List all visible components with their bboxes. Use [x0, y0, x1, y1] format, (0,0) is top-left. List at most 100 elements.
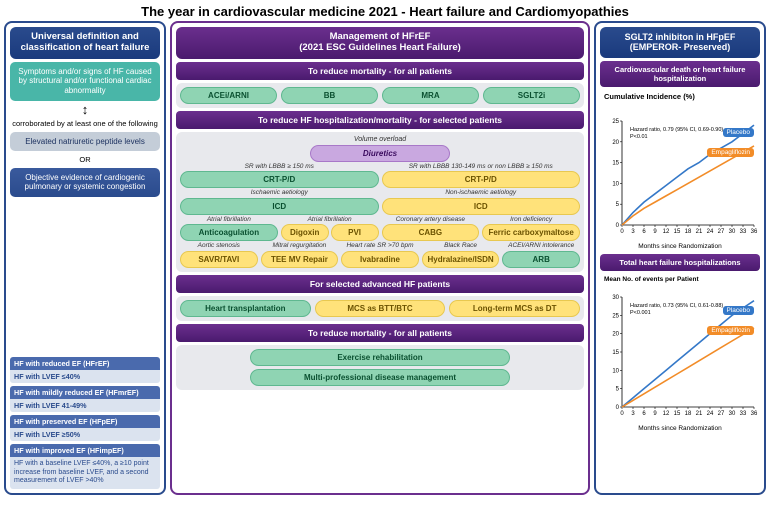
pill: Exercise rehabilitation	[250, 349, 510, 366]
svg-text:36: 36	[751, 411, 758, 417]
svg-text:0: 0	[616, 405, 620, 411]
cell: Heart rate SR >70 bpmIvabradine	[341, 243, 419, 268]
cell: Aortic stenosisSAVR/TAVI	[180, 243, 258, 268]
sec4-title: To reduce mortality - for all patients	[176, 324, 584, 342]
symptoms-box: Symptoms and/or signs of HF caused by st…	[10, 62, 160, 101]
svg-text:20: 20	[612, 139, 619, 145]
icd-right: ICD	[382, 198, 581, 215]
pill-SGLT2i: SGLT2i	[483, 87, 580, 104]
svg-text:0: 0	[620, 229, 624, 235]
svg-text:27: 27	[718, 229, 725, 235]
col-management: Management of HFrEF(2021 ESC Guidelines …	[170, 21, 590, 495]
pill: Long-term MCS as DT	[449, 300, 580, 317]
columns: Universal definition and classification …	[0, 21, 770, 499]
svg-text:Hazard ratio, 0.73 (95% CI, 0.: Hazard ratio, 0.73 (95% CI, 0.61-0.88)	[630, 303, 723, 309]
svg-text:10: 10	[612, 368, 619, 374]
svg-text:27: 27	[718, 411, 725, 417]
page-title: The year in cardiovascular medicine 2021…	[0, 0, 770, 21]
sec1-title: To reduce mortality - for all patients	[176, 62, 584, 80]
cell: ACEI/ARNI intoleranceARB	[502, 243, 580, 268]
crt-right: CRT-P/D	[382, 171, 581, 188]
icd-left: ICD	[180, 198, 379, 215]
corroborated-text: corroborated by at least one of the foll…	[10, 118, 160, 129]
pill-MRA: MRA	[382, 87, 479, 104]
svg-text:30: 30	[729, 411, 736, 417]
svg-text:36: 36	[751, 229, 758, 235]
sec3-pills: Heart transplantationMCS as BTT/BTCLong-…	[180, 300, 580, 317]
cell: Atrial fibrillationDigoxinPVI	[281, 217, 379, 242]
svg-text:P<0.001: P<0.001	[630, 310, 651, 316]
sec2-title: To reduce HF hospitalization/mortality -…	[176, 111, 584, 129]
svg-text:15: 15	[674, 229, 681, 235]
svg-text:0: 0	[620, 411, 624, 417]
chart1: Cumulative Incidence (%)0510152025036912…	[600, 90, 760, 251]
svg-text:P<0.01: P<0.01	[630, 134, 648, 140]
crt-left: CRT-P/D	[180, 171, 379, 188]
svg-text:12: 12	[663, 229, 670, 235]
chart2: Mean No. of events per Patient0510152025…	[600, 274, 760, 433]
class-2: HF with preserved EF (HFpEF)HF with LVEF…	[10, 415, 160, 441]
svg-text:33: 33	[740, 411, 747, 417]
svg-text:24: 24	[707, 229, 714, 235]
svg-text:5: 5	[616, 386, 620, 392]
pill-BB: BB	[281, 87, 378, 104]
class-3: HF with improved EF (HFimpEF)HF with a b…	[10, 444, 160, 489]
svg-text:30: 30	[729, 229, 736, 235]
svg-text:25: 25	[612, 119, 619, 125]
cell: Mitral regurgitationTEE MV Repair	[261, 243, 339, 268]
pill: Multi-professional disease management	[250, 369, 510, 386]
svg-text:6: 6	[642, 411, 646, 417]
classification-list: HF with reduced EF (HFrEF)HF with LVEF ≤…	[10, 354, 160, 489]
diuretics-pill: Diuretics	[310, 145, 450, 162]
pill: Heart transplantation	[180, 300, 311, 317]
svg-text:24: 24	[707, 411, 714, 417]
svg-text:Months since Randomization: Months since Randomization	[638, 425, 722, 432]
svg-text:9: 9	[653, 411, 657, 417]
lbbb-left: SR with LBBB ≥ 150 ms	[180, 164, 379, 171]
peptide-box: Elevated natriuretic peptide levels	[10, 132, 160, 151]
lbbb-right: SR with LBBB 130-149 ms or non LBBB ≥ 15…	[382, 164, 581, 171]
pill: MCS as BTT/BTC	[315, 300, 446, 317]
class-1: HF with mildly reduced EF (HFmrEF)HF wit…	[10, 386, 160, 412]
svg-text:Months since Randomization: Months since Randomization	[638, 243, 722, 250]
col-definition: Universal definition and classification …	[4, 21, 166, 495]
svg-text:33: 33	[740, 229, 747, 235]
isch: Ischaemic aetiology	[180, 190, 379, 197]
cell: Atrial fibrillationAnticoagulation	[180, 217, 278, 242]
sec2-row5: Aortic stenosisSAVR/TAVIMitral regurgita…	[180, 243, 580, 268]
svg-text:18: 18	[685, 411, 692, 417]
svg-text:21: 21	[696, 229, 703, 235]
svg-text:3: 3	[631, 229, 635, 235]
volume-label: Volume overload	[180, 136, 580, 143]
sec3-title: For selected advanced HF patients	[176, 275, 584, 293]
col1-header: Universal definition and classification …	[10, 27, 160, 59]
chart2-title: Total heart failure hospitalizations	[600, 254, 760, 271]
svg-text:6: 6	[642, 229, 646, 235]
svg-text:9: 9	[653, 229, 657, 235]
col-sglt2: SGLT2 inhibiton in HFpEF (EMPEROR- Prese…	[594, 21, 766, 495]
svg-text:15: 15	[612, 160, 619, 166]
svg-text:12: 12	[663, 411, 670, 417]
svg-text:3: 3	[631, 411, 635, 417]
sec4-pills: Exercise rehabilitation Multi-professiona…	[176, 345, 584, 390]
cell: Coronary artery diseaseCABG	[382, 217, 480, 242]
svg-text:15: 15	[612, 350, 619, 356]
svg-text:30: 30	[612, 295, 619, 301]
svg-text:0: 0	[616, 223, 620, 229]
svg-text:20: 20	[612, 331, 619, 337]
svg-text:10: 10	[612, 181, 619, 187]
nonisch: Non-ischaemic aetiology	[382, 190, 581, 197]
sec2-row4: Atrial fibrillationAnticoagulationAtrial…	[180, 217, 580, 242]
arrow-updown: ↕	[10, 103, 160, 116]
cell: Iron deficiencyFerric carboxymaltose	[482, 217, 580, 242]
sec1-pills: ACEi/ARNIBBMRASGLT2i	[180, 87, 580, 104]
evidence-box: Objective evidence of cardiogenic pulmon…	[10, 168, 160, 197]
col3-header: SGLT2 inhibiton in HFpEF (EMPEROR- Prese…	[600, 27, 760, 58]
class-0: HF with reduced EF (HFrEF)HF with LVEF ≤…	[10, 357, 160, 383]
svg-text:25: 25	[612, 313, 619, 319]
cell: Black RaceHydralazine/ISDN	[422, 243, 500, 268]
svg-text:21: 21	[696, 411, 703, 417]
svg-text:15: 15	[674, 411, 681, 417]
or-text: OR	[10, 154, 160, 165]
col2-header: Management of HFrEF(2021 ESC Guidelines …	[176, 27, 584, 59]
